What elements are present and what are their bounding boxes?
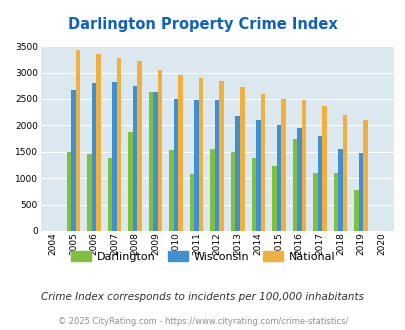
- Bar: [256, 120, 260, 231]
- Bar: [337, 149, 342, 231]
- Bar: [137, 61, 141, 231]
- Bar: [194, 100, 198, 231]
- Bar: [92, 83, 96, 231]
- Bar: [342, 115, 346, 231]
- Bar: [117, 58, 121, 231]
- Bar: [190, 174, 194, 231]
- Bar: [107, 158, 112, 231]
- Bar: [158, 70, 162, 231]
- Bar: [230, 152, 235, 231]
- Bar: [317, 136, 321, 231]
- Bar: [87, 154, 92, 231]
- Bar: [128, 132, 132, 231]
- Bar: [251, 158, 256, 231]
- Bar: [71, 90, 75, 231]
- Bar: [198, 78, 203, 231]
- Text: © 2025 CityRating.com - https://www.cityrating.com/crime-statistics/: © 2025 CityRating.com - https://www.city…: [58, 317, 347, 326]
- Text: Darlington Property Crime Index: Darlington Property Crime Index: [68, 17, 337, 32]
- Bar: [280, 99, 285, 231]
- Bar: [292, 139, 296, 231]
- Bar: [173, 99, 178, 231]
- Legend: Darlington, Wisconsin, National: Darlington, Wisconsin, National: [66, 247, 339, 267]
- Bar: [178, 75, 183, 231]
- Bar: [353, 190, 358, 231]
- Bar: [214, 100, 219, 231]
- Bar: [312, 173, 317, 231]
- Text: Crime Index corresponds to incidents per 100,000 inhabitants: Crime Index corresponds to incidents per…: [41, 292, 364, 302]
- Bar: [235, 116, 239, 231]
- Bar: [112, 82, 117, 231]
- Bar: [66, 152, 71, 231]
- Bar: [132, 86, 137, 231]
- Bar: [301, 100, 305, 231]
- Bar: [169, 150, 173, 231]
- Bar: [239, 87, 244, 231]
- Bar: [333, 173, 337, 231]
- Bar: [260, 94, 264, 231]
- Bar: [75, 50, 80, 231]
- Bar: [321, 106, 326, 231]
- Bar: [362, 120, 367, 231]
- Bar: [271, 166, 276, 231]
- Bar: [358, 153, 362, 231]
- Bar: [149, 92, 153, 231]
- Bar: [296, 128, 301, 231]
- Bar: [210, 149, 214, 231]
- Bar: [153, 92, 158, 231]
- Bar: [96, 54, 100, 231]
- Bar: [276, 125, 280, 231]
- Bar: [219, 81, 224, 231]
